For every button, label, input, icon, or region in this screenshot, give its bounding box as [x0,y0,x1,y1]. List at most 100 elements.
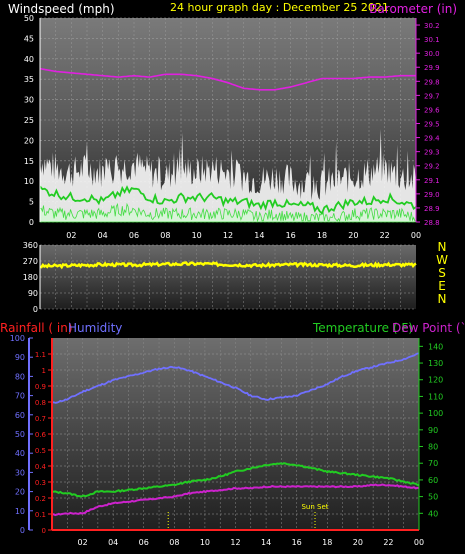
barometer-axis: 28.8 28.9 29.0 29.1 29.2 29.3 29.4 29.5 29.6 29.7… [416,22,440,227]
compass-label: N [438,292,447,306]
temp-tick-label: 140 [428,342,443,351]
direction-axis: 0 90 180 270 360 [23,241,38,314]
humidity-tick-label: 100 [10,334,25,343]
rain-x-tick-label: 20 [353,538,363,547]
rain-x-tick-label: 00 [414,538,424,547]
humidity-tick-label: 10 [15,507,25,516]
direction-grid [40,244,416,310]
wind-x-tick-label: 06 [129,231,139,240]
rain-tick-label: 0.9 [35,383,46,391]
humidity-tick-label: 80 [15,372,25,381]
rain-x-tick-label: 22 [383,538,393,547]
dew-point-axis-title: Dew Point (`F) [392,321,465,335]
humidity-tick-label: 0 [20,526,25,535]
wind-average-line [39,185,417,215]
wind-tick-label: 20 [24,136,34,145]
wind-x-tick-label: 02 [66,231,76,240]
temperature-line [51,462,420,498]
rain-x-tick-label: 08 [169,538,179,547]
baro-tick-label: 30.2 [424,22,440,30]
wind-gust-area [40,129,416,222]
temp-tick-label: 40 [428,509,438,518]
wind-x-tick-label: 04 [98,231,108,240]
rain-x-axis: 02 04 06 08 10 12 14 16 18 20 22 00 [77,538,424,547]
wind-x-tick-label: 12 [223,231,233,240]
humidity-axis-title: Humidity [68,321,122,335]
wind-tick-label: 50 [24,14,34,23]
wind-x-axis: 02 04 06 08 10 12 14 16 18 20 22 00 [66,231,421,240]
baro-tick-label: 29.1 [424,177,440,185]
wind-x-tick-label: 20 [348,231,358,240]
humidity-line [51,352,420,404]
wind-tick-label: 45 [24,34,34,43]
barometer-axis-title: Barometer (in) [369,2,457,16]
compass-label: E [438,279,446,293]
baro-tick-label: 29.8 [424,78,440,86]
rain-tick-label: 0.2 [35,495,46,503]
humidity-axis: 0 10 20 30 40 50 60 70 80 90 100 [10,334,33,535]
baro-tick-label: 30.1 [424,36,440,44]
wind-tick-label: 35 [24,75,34,84]
wind-tick-label: 0 [29,218,34,227]
baro-tick-label: 29.7 [424,92,440,100]
rain-x-tick-label: 16 [292,538,302,547]
temperature-axis: 40 50 60 70 80 90 100 110 120 130 140 [419,342,443,518]
dir-tick-label: 270 [23,257,38,266]
humidity-tick-label: 30 [15,468,25,477]
rain-tick-label: 1 [42,367,46,375]
temp-tick-label: 100 [428,409,443,418]
sunset-label: Sun Set [301,503,328,511]
humidity-tick-label: 70 [15,392,25,401]
humidity-tick-label: 60 [15,411,25,420]
temp-tick-label: 130 [428,359,443,368]
wind-x-tick-label: 00 [411,231,421,240]
rain-x-tick-label: 02 [77,538,87,547]
baro-tick-label: 29.4 [424,135,440,143]
rainfall-axis-title: Rainfall ( in) [0,321,73,335]
wind-tick-label: 40 [24,55,34,64]
rain-tick-label: 1.1 [35,351,46,359]
wind-series [39,129,417,223]
wind-tick-label: 15 [24,157,34,166]
baro-tick-label: 29.2 [424,163,440,171]
rain-x-tick-label: 06 [139,538,149,547]
wind-tick-label: 5 [29,198,34,207]
wind-x-tick-label: 18 [317,231,327,240]
compass-label: S [438,266,446,280]
dir-tick-label: 90 [28,289,38,298]
baro-tick-label: 29.9 [424,64,440,72]
temp-tick-label: 50 [428,493,438,502]
compass-label: W [436,253,448,267]
rain-tick-label: 0.3 [35,479,46,487]
direction-line [39,261,417,270]
compass-label: N [438,240,447,254]
wind-x-tick-label: 10 [192,231,202,240]
temperature-axis-title: Temperature ( F) [312,321,413,335]
rain-tick-label: 0.6 [35,431,47,439]
temp-tick-label: 120 [428,376,443,385]
temp-tick-label: 70 [428,459,438,468]
temp-tick-label: 80 [428,443,438,452]
dir-tick-label: 0 [33,305,38,314]
baro-tick-label: 29.0 [424,191,440,199]
wind-axis: 0 5 10 15 20 25 30 35 40 45 50 [24,14,34,227]
rain-x-tick-label: 12 [230,538,240,547]
wind-axis-title: Windspeed (mph) [8,2,115,16]
wind-x-tick-label: 16 [286,231,296,240]
rain-x-tick-label: 04 [108,538,118,547]
rain-x-tick-label: 18 [322,538,332,547]
temp-tick-label: 60 [428,476,438,485]
rain-tick-label: 0.4 [35,463,47,471]
wind-min-area [39,202,417,223]
annotations: Sun Set [167,503,329,530]
dir-tick-label: 180 [23,273,38,282]
wind-x-tick-label: 08 [160,231,170,240]
baro-tick-label: 29.3 [424,149,440,157]
humidity-tick-label: 40 [15,449,25,458]
dew-point-line [51,483,419,517]
wind-tick-label: 30 [24,96,34,105]
dir-tick-label: 360 [23,241,38,250]
